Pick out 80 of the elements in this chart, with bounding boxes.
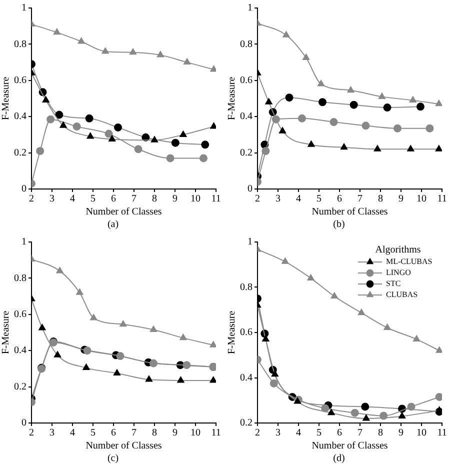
x-tick-label: 6 bbox=[337, 194, 342, 205]
text: (b) bbox=[332, 218, 346, 232]
legend-label: LINGO bbox=[386, 268, 412, 278]
y-tick-label: 1 bbox=[22, 2, 26, 14]
x-tick-label: 8 bbox=[378, 194, 383, 205]
x-tick-label: 9 bbox=[398, 194, 404, 205]
x-tick-label: 5 bbox=[90, 428, 96, 439]
y-tick-label: 0.8 bbox=[240, 38, 252, 50]
x-axis-title: Number of Classes bbox=[312, 206, 388, 218]
y-axis-title: F-Measure bbox=[0, 310, 12, 354]
y-tick-label: 0.2 bbox=[14, 147, 26, 158]
x-tick-label: 10 bbox=[190, 428, 200, 439]
x-tick-label: 7 bbox=[358, 194, 362, 205]
x-tick-label: 7 bbox=[358, 428, 362, 439]
x-tick-label: 7 bbox=[132, 428, 136, 439]
legend-title: Algorithms bbox=[375, 244, 421, 256]
x-tick-label: 2 bbox=[29, 194, 34, 205]
y-tick-label: 1 bbox=[22, 236, 26, 248]
x-tick-label: 5 bbox=[90, 194, 96, 205]
y-tick-label: 0.4 bbox=[14, 111, 26, 122]
x-tick-label: 11 bbox=[437, 428, 447, 439]
legend-label: STC bbox=[386, 279, 401, 288]
x-tick-label: 5 bbox=[316, 194, 322, 205]
text: (d) bbox=[332, 452, 346, 466]
y-axis-title: F-Measure bbox=[226, 76, 238, 120]
x-tick-label: 9 bbox=[172, 194, 178, 205]
y-tick-label: 0.2 bbox=[240, 147, 252, 158]
y-tick-label: 0.6 bbox=[14, 309, 26, 320]
x-tick-label: 8 bbox=[152, 428, 157, 439]
y-tick-label: 1 bbox=[248, 236, 252, 248]
x-tick-label: 10 bbox=[416, 194, 426, 205]
x-tick-label: 7 bbox=[132, 194, 136, 205]
y-tick-label: 0 bbox=[22, 418, 26, 429]
y-tick-label: 0.8 bbox=[240, 282, 252, 293]
text: (c) bbox=[106, 452, 120, 466]
x-tick-label: 3 bbox=[50, 428, 54, 439]
x-tick-label: 3 bbox=[50, 194, 54, 205]
x-tick-label: 3 bbox=[276, 194, 280, 205]
y-tick-label: 0.8 bbox=[14, 38, 26, 50]
y-tick-label: 0.6 bbox=[240, 327, 252, 338]
x-tick-label: 5 bbox=[316, 428, 322, 439]
x-tick-label: 8 bbox=[152, 194, 157, 205]
x-axis-title: Number of Classes bbox=[86, 440, 162, 452]
y-tick-label: 0.6 bbox=[240, 75, 252, 86]
x-tick-label: 6 bbox=[337, 428, 342, 439]
y-tick-label: 0.8 bbox=[14, 272, 26, 284]
x-tick-label: 10 bbox=[190, 194, 200, 205]
x-tick-label: 4 bbox=[296, 428, 301, 439]
x-tick-label: 4 bbox=[70, 194, 75, 205]
x-tick-label: 2 bbox=[255, 428, 260, 439]
y-axis-title: F-Measure bbox=[226, 310, 238, 354]
y-tick-label: 0.4 bbox=[240, 372, 252, 384]
x-tick-label: 9 bbox=[398, 428, 404, 439]
x-tick-label: 3 bbox=[276, 428, 280, 439]
y-axis-title: F-Measure bbox=[0, 76, 12, 120]
y-tick-label: 1 bbox=[248, 2, 252, 14]
x-tick-label: 11 bbox=[437, 194, 447, 205]
x-tick-label: 6 bbox=[111, 194, 116, 205]
x-tick-label: 11 bbox=[211, 428, 221, 439]
x-axis-title: Number of Classes bbox=[86, 206, 162, 218]
x-tick-label: 4 bbox=[296, 194, 301, 205]
text: (a) bbox=[106, 218, 120, 232]
x-tick-label: 6 bbox=[111, 428, 116, 439]
x-tick-label: 8 bbox=[378, 428, 383, 439]
legend-label: CLUBAS bbox=[386, 290, 418, 300]
x-tick-label: 9 bbox=[172, 428, 178, 439]
x-tick-label: 11 bbox=[211, 194, 221, 205]
y-tick-label: 0.4 bbox=[14, 345, 26, 356]
y-tick-label: 0 bbox=[248, 184, 252, 195]
x-tick-label: 2 bbox=[29, 428, 34, 439]
y-tick-label: 0.2 bbox=[14, 381, 26, 392]
y-tick-label: 0.4 bbox=[240, 111, 252, 122]
x-axis-title: Number of Classes bbox=[312, 440, 388, 452]
x-tick-label: 10 bbox=[416, 428, 426, 439]
x-tick-label: 4 bbox=[70, 428, 75, 439]
y-tick-label: 0.6 bbox=[14, 75, 26, 86]
y-tick-label: 0.2 bbox=[240, 418, 252, 429]
y-tick-label: 0 bbox=[22, 184, 26, 195]
legend-label: ML-CLUBAS bbox=[386, 257, 432, 266]
x-tick-label: 2 bbox=[255, 194, 260, 205]
